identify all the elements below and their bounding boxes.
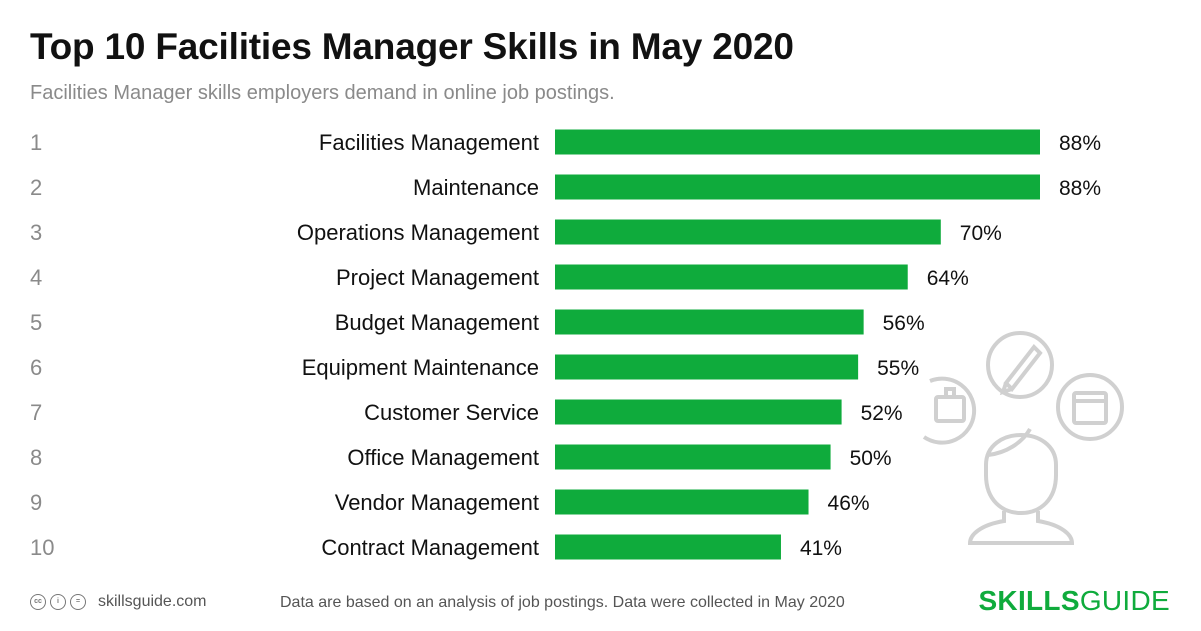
chart-title: Top 10 Facilities Manager Skills in May … <box>30 26 794 67</box>
chart-subtitle: Facilities Manager skills employers dema… <box>30 82 615 104</box>
bar <box>555 399 842 425</box>
brand-logo[interactable]: SKILLSGUIDE <box>978 585 1170 617</box>
value-label: 56% <box>883 312 925 335</box>
value-label: 46% <box>828 492 870 515</box>
value-label: 88% <box>1059 132 1101 155</box>
rank-label: 5 <box>30 310 42 335</box>
rank-label: 1 <box>30 130 42 155</box>
value-label: 50% <box>850 447 892 470</box>
bar-chart: 1 Facilities Management 88% 2 Maintenance 88%… <box>30 129 1101 560</box>
value-label: 41% <box>800 537 842 560</box>
bar <box>555 354 859 380</box>
category-label: Facilities Management <box>319 130 539 155</box>
category-label: Customer Service <box>364 400 539 425</box>
attribution-icon: i <box>50 594 66 610</box>
rank-label: 7 <box>30 400 42 425</box>
site-link[interactable]: skillsguide.com <box>98 593 207 610</box>
category-label: Office Management <box>347 445 539 470</box>
bar <box>555 309 864 335</box>
bar <box>555 174 1040 200</box>
category-label: Operations Management <box>297 220 539 245</box>
bar <box>555 219 941 245</box>
person-skills-illustration <box>922 331 1124 545</box>
rank-label: 4 <box>30 265 42 290</box>
bar <box>555 534 781 560</box>
category-label: Budget Management <box>335 310 539 335</box>
brand-bold: SKILLS <box>978 585 1080 616</box>
category-label: Equipment Maintenance <box>302 355 539 380</box>
value-label: 52% <box>861 402 903 425</box>
bar <box>555 489 809 515</box>
rank-label: 3 <box>30 220 42 245</box>
data-note: Data are based on an analysis of job pos… <box>280 594 845 611</box>
rank-label: 2 <box>30 175 42 200</box>
category-label: Maintenance <box>413 175 539 200</box>
rank-label: 8 <box>30 445 42 470</box>
value-label: 70% <box>960 222 1002 245</box>
bar <box>555 444 831 470</box>
rank-label: 6 <box>30 355 42 380</box>
rank-label: 10 <box>30 535 54 560</box>
category-label: Project Management <box>336 265 539 290</box>
footer-credits: cc i = skillsguide.com <box>30 593 206 611</box>
bar <box>555 264 908 290</box>
no-derivatives-icon: = <box>70 594 86 610</box>
brand-rest: GUIDE <box>1079 585 1170 616</box>
value-label: 55% <box>877 357 919 380</box>
value-label: 88% <box>1059 177 1101 200</box>
category-label: Vendor Management <box>335 490 539 515</box>
bar <box>555 129 1040 155</box>
rank-label: 9 <box>30 490 42 515</box>
cc-icon: cc <box>30 594 46 610</box>
value-label: 64% <box>927 267 969 290</box>
category-label: Contract Management <box>321 535 539 560</box>
